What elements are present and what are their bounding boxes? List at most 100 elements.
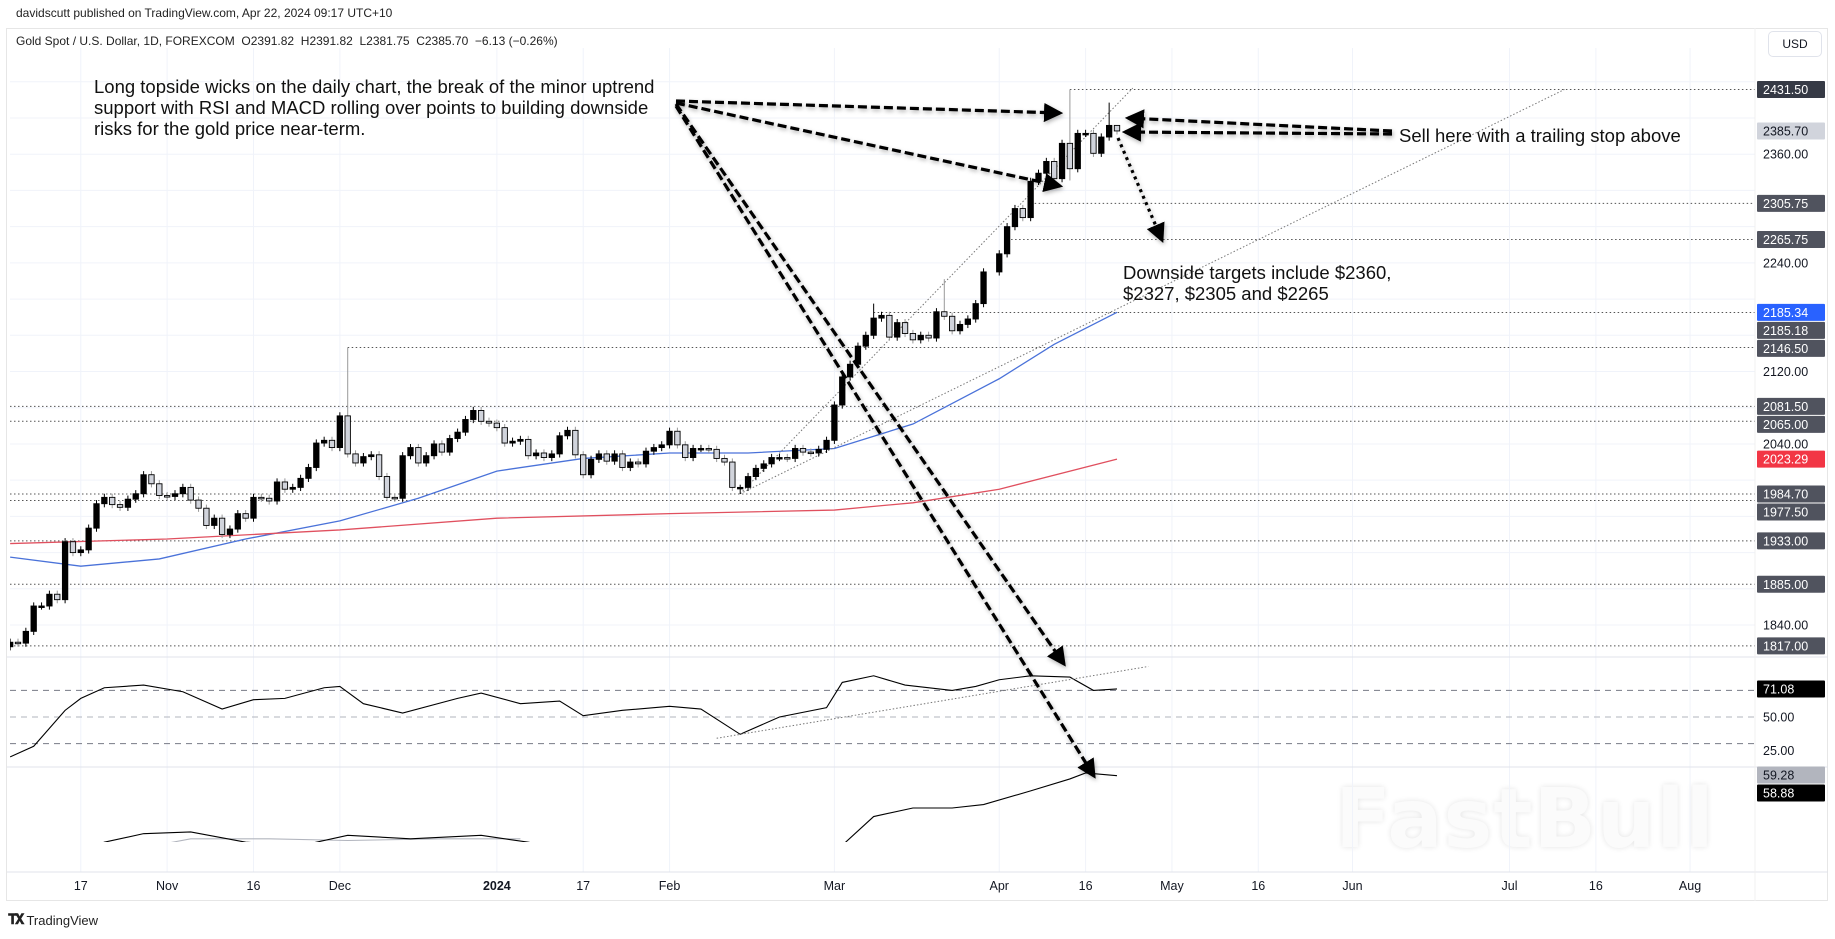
rsi-value-label-bg [1757,680,1825,698]
uptrend-line[interactable] [739,89,1565,495]
targets-note[interactable]: Downside targets include $2360, $2327, $… [1123,262,1391,304]
currency-button[interactable]: USD [1768,31,1822,57]
arrow-to-rsi[interactable] [674,103,1066,667]
candle-body [391,496,398,500]
candle-body [14,641,22,645]
candle-body [556,435,563,455]
arrow-to-trend-break[interactable] [675,101,1064,193]
candle-body [85,527,92,551]
candle-body [30,605,37,632]
candle-body [195,499,202,509]
candle-body [744,476,752,488]
symbol-legend[interactable]: Gold Spot / U.S. Dollar, 1D, FOREXCOM O2… [16,34,558,48]
candle-body [901,322,909,334]
rsi-trendline[interactable] [716,665,1149,739]
candle-body [305,467,312,479]
candle-body [399,455,406,499]
level-price-label: 1817.00 [1763,639,1808,653]
uptrend-line[interactable] [739,87,1134,495]
sell-note[interactable]: Sell here with a trailing stop above [1399,125,1681,146]
price-axis[interactable]: 1840.00 2040.00 2120.00 2240.00 2360.00 2431.… [1757,80,1825,802]
ma200-price-label: 2023.29 [1763,453,1808,467]
candle-body [956,323,964,332]
moving-average-50-line [10,311,1118,567]
analysis-note[interactable]: Long topside wicks on the daily chart, t… [94,76,654,139]
candle-body [548,453,555,458]
analysis-note-line: support with RSI and MACD rolling over p… [94,97,649,118]
candle-body [894,322,901,338]
candle-body [446,438,453,453]
level-price-label-bg [1757,637,1825,655]
price-tick-label: 2040.00 [1763,437,1808,451]
level-price-label-bg [1757,532,1825,550]
candle-body [917,334,924,341]
candle-body [666,430,673,446]
arrow-to-macd[interactable] [674,105,1096,779]
candle-body [909,333,917,341]
candle-body [140,474,147,495]
candle-body [752,467,760,477]
candle-body [729,461,736,488]
level-price-label-bg [1757,485,1825,503]
arrow-sell-upper[interactable] [1124,109,1393,133]
time-axis[interactable]: 17 Nov 16 Dec 2024 17 Feb Mar Apr 16 May 16 Jun Jul 16… [74,879,1701,893]
candle-body [313,442,320,468]
candle-body [242,513,249,519]
candle-body [587,458,595,476]
candle-body [250,496,257,519]
level-price-label-bg [1757,397,1825,415]
candle-body [10,641,14,648]
candle-body [768,457,775,465]
time-tick-label: 16 [1589,879,1603,893]
candle-body [116,504,124,508]
candle-body [878,314,885,319]
candle-body [101,496,108,505]
time-tick-label: Dec [329,879,351,893]
candle-body [705,448,712,451]
candle-body [485,420,493,424]
moving-averages [10,311,1118,567]
candle-body [839,376,846,406]
ma50-price-label: 2185.34 [1763,306,1808,320]
candle-body [815,448,822,454]
macd-line [103,772,1118,842]
candle-body [478,409,485,422]
candle-body [148,474,155,485]
candle-body [281,481,289,490]
candle-body [344,415,351,455]
candle-body [635,461,642,465]
time-tick-label: Jul [1502,879,1518,893]
candle-body [525,438,532,457]
candle-body [93,503,100,529]
candle-body [682,444,689,458]
arrow-to-wick-top[interactable] [675,99,1064,123]
time-tick-label: Mar [824,879,846,893]
level-price-label-bg [1757,194,1825,212]
candle-body [1074,132,1081,170]
candle-body [996,253,1003,273]
candle-body [462,419,469,433]
candle-body [454,431,461,439]
candle-body [517,438,524,442]
candle-body [77,549,84,554]
level-price-label-bg [1757,321,1825,339]
arrow-sell-lower[interactable] [1121,122,1393,142]
annotation-arrows[interactable] [674,99,1393,779]
candle-body [674,430,681,446]
level-price-label: 2265.75 [1763,233,1808,247]
candle-body [328,439,336,449]
arrow-downside-dotted[interactable] [1116,137,1165,243]
candle-body [156,483,163,497]
candle-body [980,271,987,305]
candle-body [572,429,579,456]
candle-body [713,448,720,459]
time-tick-label: Feb [659,879,681,893]
tradingview-logo[interactable]: 𝐓𝐗 TradingView [8,912,98,928]
candle-body [642,450,650,465]
current-price-label: 2385.70 [1763,124,1808,138]
candle-body [509,440,516,444]
candle-body [273,481,281,502]
candle-body [266,497,273,502]
level-price-label-bg [1757,575,1825,593]
